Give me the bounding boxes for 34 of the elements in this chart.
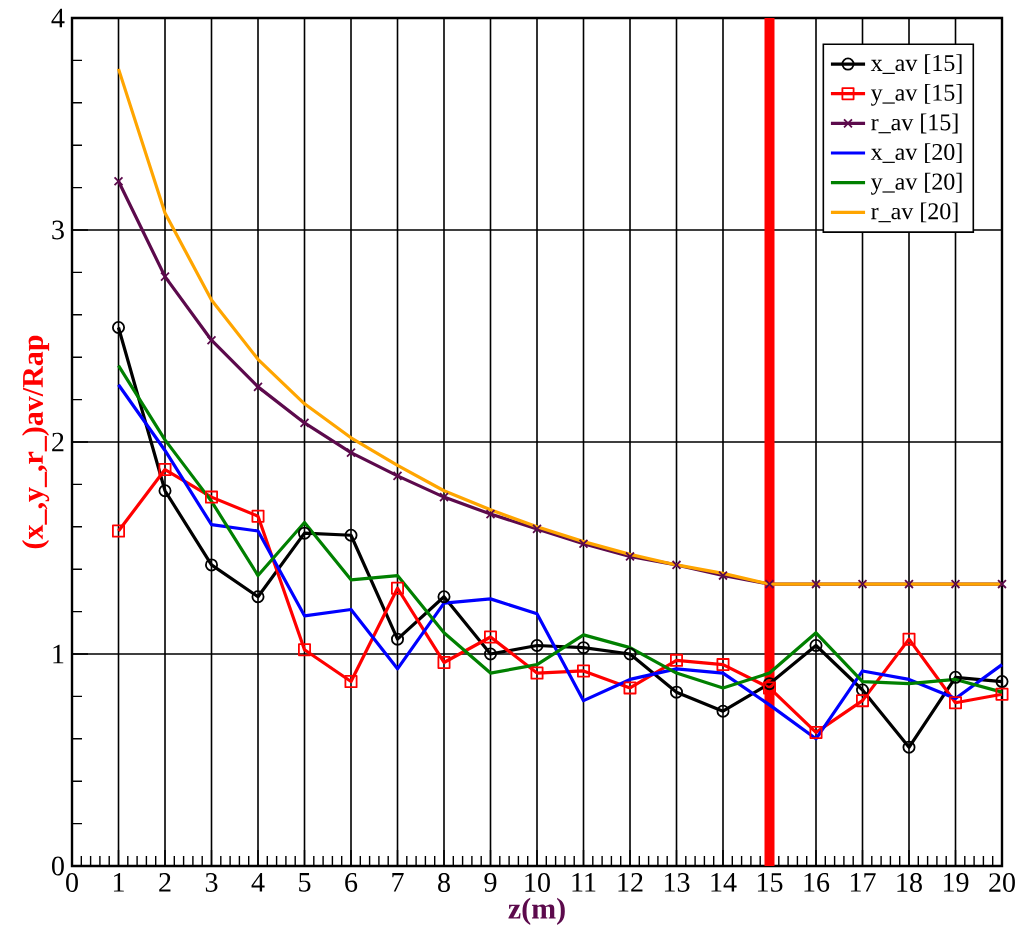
- x-tick-label: 20: [989, 873, 1015, 892]
- x-tick-label: 4: [251, 873, 265, 892]
- y-tick-label: 3: [52, 220, 64, 240]
- x-tick-label: 14: [711, 873, 737, 892]
- legend-label: r_av [20]: [871, 202, 958, 223]
- x-tick-label: 19: [943, 873, 969, 892]
- x-tick-label: 2: [159, 873, 171, 892]
- x-tick-label: 3: [205, 873, 218, 892]
- x-tick-label: 7: [392, 873, 404, 892]
- x-tick-label: 10: [525, 873, 550, 892]
- x-axis-title: z(m): [508, 897, 565, 925]
- y-tick-label: 0: [52, 856, 64, 876]
- y-axis-title: (x_,y_,r_)av/Rap: [21, 335, 50, 549]
- y-tick-label: 4: [51, 8, 65, 28]
- y-tick-label: 2: [52, 432, 64, 452]
- legend-label: y_av [20]: [870, 172, 962, 195]
- x-tick-label: 8: [438, 873, 450, 892]
- x-tick-label: 15: [757, 873, 783, 892]
- x-tick-label: 16: [804, 873, 830, 892]
- y-tick-label: 1: [53, 644, 64, 664]
- legend-label: x_av [15]: [870, 54, 962, 75]
- x-tick-label: 1: [113, 873, 124, 892]
- x-tick-label: 0: [66, 873, 78, 892]
- x-tick-label: 17: [850, 873, 876, 892]
- x-tick-label: 6: [345, 873, 358, 892]
- x-tick-label: 12: [618, 873, 643, 892]
- x-tick-label: 18: [897, 873, 922, 892]
- legend-label: r_av [15]: [871, 113, 958, 134]
- legend-label: x_av [20]: [870, 143, 962, 164]
- x-tick-label: 5: [299, 873, 311, 892]
- x-tick-label: 11: [572, 873, 596, 892]
- x-tick-label: 9: [484, 873, 497, 892]
- legend-label: y_av [15]: [870, 83, 962, 106]
- x-tick-label: 13: [664, 873, 690, 892]
